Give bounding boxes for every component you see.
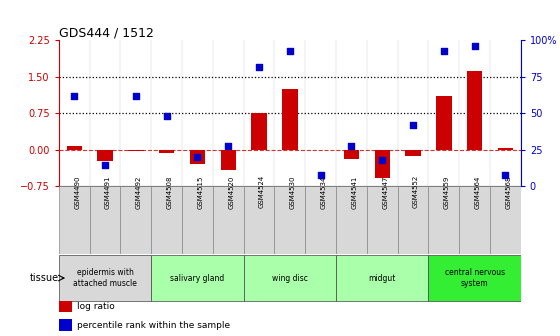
Point bbox=[69, 93, 78, 98]
Bar bbox=[282, 89, 297, 150]
Text: GSM4492: GSM4492 bbox=[136, 175, 142, 209]
Bar bbox=[244, 186, 274, 254]
Bar bbox=[59, 186, 90, 254]
Bar bbox=[151, 255, 244, 301]
Text: GSM4564: GSM4564 bbox=[475, 175, 480, 209]
Text: salivary gland: salivary gland bbox=[170, 274, 225, 283]
Bar bbox=[244, 255, 336, 301]
Bar bbox=[436, 96, 451, 150]
Point bbox=[101, 162, 110, 167]
Bar bbox=[459, 186, 490, 254]
Bar bbox=[221, 150, 236, 170]
Bar bbox=[428, 255, 521, 301]
Text: GSM4491: GSM4491 bbox=[105, 175, 111, 209]
Point bbox=[439, 48, 448, 53]
Text: GSM4568: GSM4568 bbox=[506, 175, 511, 209]
Point bbox=[316, 172, 325, 177]
Bar bbox=[182, 186, 213, 254]
Text: GSM4534: GSM4534 bbox=[320, 175, 326, 209]
Text: GSM4552: GSM4552 bbox=[413, 175, 419, 208]
Text: epidermis with
attached muscle: epidermis with attached muscle bbox=[73, 268, 137, 288]
Bar bbox=[498, 148, 513, 150]
Bar bbox=[305, 186, 336, 254]
Bar bbox=[367, 186, 398, 254]
Bar bbox=[59, 319, 72, 331]
Bar bbox=[59, 301, 72, 312]
Point bbox=[378, 158, 387, 163]
Bar bbox=[151, 186, 182, 254]
Text: GSM4520: GSM4520 bbox=[228, 175, 234, 209]
Bar bbox=[59, 255, 151, 301]
Bar bbox=[251, 114, 267, 150]
Point bbox=[501, 172, 510, 177]
Bar bbox=[467, 71, 482, 150]
Text: GSM4541: GSM4541 bbox=[352, 175, 357, 209]
Text: GSM4547: GSM4547 bbox=[382, 175, 388, 209]
Bar bbox=[159, 150, 174, 153]
Text: GSM4515: GSM4515 bbox=[198, 175, 203, 209]
Text: GDS444 / 1512: GDS444 / 1512 bbox=[59, 26, 153, 39]
Point bbox=[224, 143, 233, 148]
Point bbox=[193, 155, 202, 160]
Text: wing disc: wing disc bbox=[272, 274, 308, 283]
Bar bbox=[336, 186, 367, 254]
Bar bbox=[213, 186, 244, 254]
Text: GSM4490: GSM4490 bbox=[74, 175, 80, 209]
Bar bbox=[428, 186, 459, 254]
Bar bbox=[405, 150, 421, 156]
Bar bbox=[336, 255, 428, 301]
Text: GSM4530: GSM4530 bbox=[290, 175, 296, 209]
Bar bbox=[90, 186, 120, 254]
Text: GSM4559: GSM4559 bbox=[444, 175, 450, 209]
Point bbox=[285, 48, 295, 53]
Bar bbox=[120, 186, 151, 254]
Text: GSM4508: GSM4508 bbox=[167, 175, 172, 209]
Text: tissue: tissue bbox=[30, 273, 59, 283]
Bar bbox=[97, 150, 113, 161]
Bar bbox=[274, 186, 305, 254]
Text: percentile rank within the sample: percentile rank within the sample bbox=[77, 321, 230, 330]
Point bbox=[131, 93, 140, 98]
Point bbox=[162, 114, 171, 119]
Text: GSM4524: GSM4524 bbox=[259, 175, 265, 208]
Bar bbox=[128, 150, 143, 152]
Text: central nervous
system: central nervous system bbox=[445, 268, 505, 288]
Bar bbox=[190, 150, 205, 164]
Text: midgut: midgut bbox=[368, 274, 396, 283]
Bar bbox=[375, 150, 390, 178]
Text: log ratio: log ratio bbox=[77, 302, 115, 311]
Point bbox=[347, 143, 356, 148]
Point bbox=[470, 43, 479, 49]
Point bbox=[409, 122, 418, 128]
Bar bbox=[398, 186, 428, 254]
Bar bbox=[490, 186, 521, 254]
Bar bbox=[67, 146, 82, 150]
Bar bbox=[344, 150, 359, 159]
Point bbox=[254, 64, 263, 69]
